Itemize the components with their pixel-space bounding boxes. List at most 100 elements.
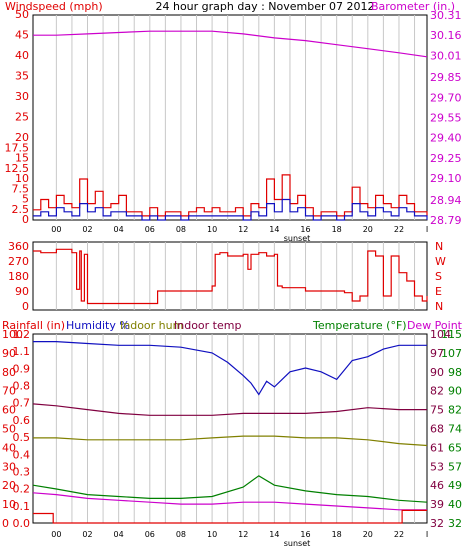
x-note-sunset-top: sunset: [284, 234, 311, 243]
windspeed-tick-3: 7.5: [12, 182, 30, 195]
temp-inner-tick-1: 39: [430, 498, 444, 511]
windspeed-tick-11: 35: [15, 70, 29, 83]
panel-wind-xtick-06: 06: [145, 225, 155, 234]
indoor-hum-label: Indoor hum: [120, 319, 183, 332]
windspeed-axis-label: Windspeed (mph): [5, 0, 103, 13]
dew-point-label: Dew Point: [407, 319, 463, 332]
windspeed-tick-6: 15: [15, 152, 29, 165]
windspeed-tick-2: 5: [22, 193, 29, 206]
rain-tick-10: 1.1: [13, 345, 31, 358]
rain-tick-2: 0.2: [13, 483, 31, 496]
humidity-tick-6: 60: [2, 404, 16, 417]
rain-tick-7: 0.7: [13, 397, 31, 410]
temp-inner-tick-6: 75: [430, 404, 444, 417]
temp-inner-tick-5: 68: [430, 423, 444, 436]
temp-outer-tick-5: 74: [448, 423, 462, 436]
panel-wind-xtick-04: 04: [114, 225, 124, 234]
windspeed-tick-10: 30: [15, 90, 29, 103]
panel-climate-xtick-20: 20: [363, 530, 373, 539]
rain-tick-0: 0.0: [13, 517, 31, 530]
rain-tick-4: 0.4: [13, 448, 31, 461]
panel-wind-xtick-00: 00: [51, 225, 61, 234]
panel-wind-xtick-14: 14: [269, 225, 279, 234]
humidity-tick-5: 50: [2, 423, 16, 436]
rain-tick-8: 0.8: [13, 380, 31, 393]
barometer-tick-2: 29.10: [430, 172, 462, 185]
barometer-tick-0: 28.79: [430, 214, 462, 227]
humidity-tick-10: 100: [2, 328, 23, 341]
series-barometer: [33, 30, 428, 58]
humidity-tick-1: 10: [2, 498, 16, 511]
direction-tick-1: 90: [15, 285, 29, 298]
barometer-axis-label: Barometer (in.): [371, 0, 455, 13]
rain-tick-6: 0.6: [13, 414, 31, 427]
windspeed-tick-9: 25: [15, 111, 29, 124]
panel-wind-xtick-16: 16: [300, 225, 310, 234]
humidity-tick-8: 80: [2, 366, 16, 379]
rainfall-axis-label: Rainfall (in): [2, 319, 65, 332]
temp-outer-tick-3: 57: [448, 460, 462, 473]
humidity-tick-0: 0: [2, 517, 9, 530]
temp-outer-tick-2: 49: [448, 479, 462, 492]
panel-climate-xtick-08: 08: [176, 530, 186, 539]
windspeed-tick-13: 45: [15, 29, 29, 42]
panel-wind-xtick-02: 02: [82, 225, 92, 234]
temp-outer-tick-9: 107: [441, 347, 462, 360]
barometer-tick-6: 29.70: [430, 91, 462, 104]
barometer-tick-1: 28.94: [430, 194, 462, 207]
panel-climate-xtick-16: 16: [300, 530, 310, 539]
direction-tick-2: 180: [8, 270, 29, 283]
series-humidity: [33, 341, 427, 396]
series-dew_point: [32, 492, 427, 511]
rain-tick-3: 0.3: [13, 465, 31, 478]
windspeed-tick-7: 17.5: [5, 141, 30, 154]
temp-outer-tick-0: 32: [448, 517, 462, 530]
panel-wind-xtick-22: 22: [394, 225, 404, 234]
temp-outer-tick-1: 40: [448, 498, 462, 511]
temp-inner-tick-7: 82: [430, 385, 444, 398]
barometer-tick-10: 30.31: [430, 9, 462, 22]
compass-label-0: N: [435, 240, 443, 253]
windspeed-tick-5: 12.5: [5, 162, 30, 175]
panel-wind-xtick-08: 08: [176, 225, 186, 234]
temp-inner-tick-4: 61: [430, 441, 444, 454]
humidity-tick-2: 20: [2, 479, 16, 492]
windspeed-tick-0: 0: [22, 213, 29, 226]
temp-inner-tick-0: 32: [430, 517, 444, 530]
panel-wind-xtick-end: I: [426, 225, 428, 234]
barometer-tick-5: 29.55: [430, 112, 462, 125]
series-gust: [33, 198, 428, 221]
panel-climate-xtick-00: 00: [51, 530, 61, 539]
panel-climate-xtick-04: 04: [114, 530, 124, 539]
panel-climate-xtick-02: 02: [82, 530, 92, 539]
compass-label-2: S: [435, 270, 442, 283]
series-indoor_hum: [33, 435, 428, 447]
windspeed-tick-12: 40: [15, 49, 29, 62]
barometer-tick-8: 30.01: [430, 49, 462, 62]
temp-outer-tick-6: 82: [448, 404, 462, 417]
direction-tick-3: 270: [8, 255, 29, 268]
panel-direction-frame: [32, 241, 428, 311]
series-indoor_temp: [32, 403, 427, 416]
panel-climate-xtick-18: 18: [332, 530, 342, 539]
graph-title: 24 hour graph day : November 07 2012: [155, 0, 374, 13]
windspeed-tick-4: 10: [15, 172, 29, 185]
rain-tick-1: 0.1: [13, 500, 31, 513]
humidity-tick-9: 90: [2, 347, 16, 360]
temp-inner-tick-3: 53: [430, 460, 444, 473]
barometer-tick-7: 29.85: [430, 71, 462, 84]
temp-outer-tick-10: 115: [441, 328, 462, 341]
temp-inner-tick-2: 46: [430, 479, 444, 492]
panel-climate-xtick-10: 10: [207, 530, 217, 539]
temp-outer-tick-4: 65: [448, 441, 462, 454]
temp-inner-tick-10: 104: [430, 328, 451, 341]
indoor-temp-label: Indoor temp: [174, 319, 241, 332]
panel-wind-xtick-18: 18: [332, 225, 342, 234]
panel-wind-frame: [32, 14, 428, 221]
x-note-sunset-bottom: sunset: [284, 539, 311, 548]
temp-inner-tick-8: 90: [430, 366, 444, 379]
humidity-tick-4: 40: [2, 441, 16, 454]
windspeed-tick-1: 2.5: [12, 203, 30, 216]
windspeed-tick-14: 50: [15, 8, 29, 21]
panel-wind-xtick-10: 10: [207, 225, 217, 234]
